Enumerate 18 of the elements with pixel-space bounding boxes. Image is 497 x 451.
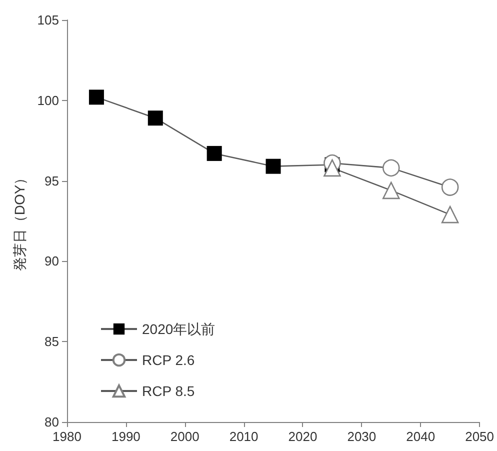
x-tick-label: 1990 xyxy=(111,429,140,444)
x-tick-label: 2050 xyxy=(465,429,494,444)
x-tick-label: 2000 xyxy=(170,429,200,444)
y-tick-label: 85 xyxy=(44,334,59,350)
x-tick-label: 2020 xyxy=(288,429,318,444)
y-tick-label: 105 xyxy=(37,12,59,28)
legend-label: RCP 8.5 xyxy=(142,383,195,399)
y-axis-title: 発芽日（DOY） xyxy=(11,170,28,272)
legend-label: 2020年以前 xyxy=(142,321,216,337)
y-tick-label: 90 xyxy=(44,254,59,269)
y-tick-label: 100 xyxy=(37,92,59,108)
legend-label: RCP 2.6 xyxy=(142,352,195,368)
x-tick-label: 2030 xyxy=(347,429,376,444)
y-tick-label: 80 xyxy=(44,414,59,430)
x-tick-label: 2040 xyxy=(406,429,436,444)
x-tick-label: 1980 xyxy=(52,429,82,444)
y-tick-label: 95 xyxy=(44,173,59,188)
x-tick-label: 2010 xyxy=(229,429,258,444)
